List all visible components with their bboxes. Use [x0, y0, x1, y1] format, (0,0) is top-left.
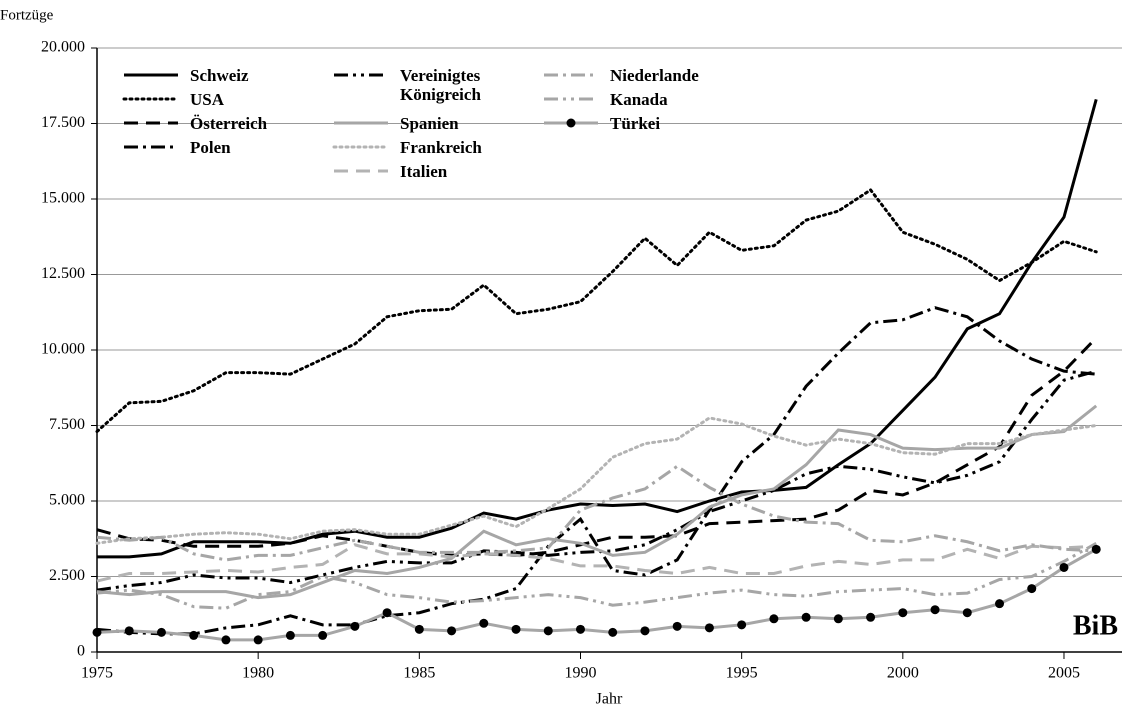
legend-swatch — [334, 169, 388, 173]
legend-item: Kanada — [542, 90, 762, 114]
legend-item: Spanien — [332, 114, 542, 138]
legend: Schweiz USA Österreich Polen Vereinigtes Kön… — [122, 66, 762, 186]
legend-item: Italien — [332, 162, 542, 186]
legend-label: Türkei — [610, 114, 661, 133]
point — [704, 623, 714, 633]
legend-swatch — [334, 73, 388, 77]
x-tick-label: 1980 — [242, 665, 274, 682]
point — [124, 626, 134, 636]
point — [608, 627, 618, 637]
legend-swatch — [544, 97, 598, 101]
legend-marker — [566, 118, 576, 128]
y-tick-label: 20.000 — [41, 39, 85, 56]
legend-swatch — [124, 145, 178, 149]
legend-label: Frankreich — [400, 138, 482, 157]
point — [511, 624, 521, 634]
x-tick-label: 2000 — [887, 665, 919, 682]
legend-swatch — [544, 73, 598, 77]
point — [769, 614, 779, 624]
series-line — [96, 369, 1097, 592]
legend-item: Polen — [122, 138, 332, 162]
series-line — [96, 306, 1097, 636]
legend-item: Schweiz — [122, 66, 332, 90]
legend-item: Österreich — [122, 114, 332, 138]
y-tick-label: 7.500 — [49, 416, 85, 433]
point — [1091, 544, 1101, 554]
series-line — [96, 541, 1097, 610]
point — [253, 635, 263, 645]
legend-swatch — [544, 118, 598, 128]
series-line — [96, 404, 1098, 600]
x-tick-label: 1985 — [403, 665, 435, 682]
y-axis-label: Fortzüge — [0, 7, 54, 23]
point — [92, 627, 102, 637]
point — [575, 624, 585, 634]
y-tick-label: 17.500 — [41, 114, 85, 131]
series-line — [95, 187, 1098, 434]
point — [350, 621, 360, 631]
x-axis-label: Jahr — [596, 691, 623, 708]
point — [930, 605, 940, 615]
y-tick-label: 0 — [77, 643, 85, 660]
point — [318, 630, 328, 640]
point — [898, 608, 908, 618]
point — [833, 614, 843, 624]
point — [801, 612, 811, 622]
y-tick-label: 10.000 — [41, 341, 85, 358]
legend-label: Polen — [190, 138, 231, 157]
point — [640, 626, 650, 636]
point — [156, 627, 166, 637]
legend-label: Vereinigtes Königreich — [400, 66, 481, 104]
legend-item: Niederlande — [542, 66, 762, 90]
point — [447, 626, 457, 636]
point — [1059, 562, 1069, 572]
legend-swatch — [122, 97, 180, 101]
logo: BiB — [1073, 610, 1118, 641]
x-tick-label: 2005 — [1048, 665, 1080, 682]
point — [382, 608, 392, 618]
legend-item: USA — [122, 90, 332, 114]
series-line — [96, 548, 1097, 642]
legend-label: USA — [190, 90, 225, 109]
point — [1027, 584, 1037, 594]
legend-swatch — [124, 121, 178, 125]
legend-item: Türkei — [542, 114, 762, 138]
point — [285, 630, 295, 640]
y-tick-label: 5.000 — [49, 492, 85, 509]
legend-swatch — [334, 121, 388, 125]
legend-label: Kanada — [610, 90, 668, 109]
legend-label: Österreich — [190, 114, 268, 133]
point — [543, 626, 553, 636]
point — [479, 618, 489, 628]
legend-label: Italien — [400, 162, 448, 181]
series-line — [96, 336, 1098, 557]
point — [189, 630, 199, 640]
y-tick-label: 2.500 — [49, 567, 85, 584]
legend-swatch — [332, 145, 390, 149]
x-tick-label: 1975 — [81, 665, 113, 682]
point — [995, 599, 1005, 609]
legend-label: Schweiz — [190, 66, 249, 85]
point — [414, 624, 424, 634]
legend-item: Vereinigtes Königreich — [332, 66, 542, 114]
legend-label: Spanien — [400, 114, 459, 133]
x-tick-label: 1995 — [726, 665, 758, 682]
point — [962, 608, 972, 618]
point — [866, 612, 876, 622]
series-line — [96, 543, 1097, 583]
point — [672, 621, 682, 631]
series-line — [95, 416, 1098, 545]
legend-label: Niederlande — [610, 66, 699, 85]
point — [221, 635, 231, 645]
x-tick-label: 1990 — [564, 665, 596, 682]
y-tick-label: 15.000 — [41, 190, 85, 207]
series-line — [96, 464, 1097, 562]
point — [737, 620, 747, 630]
y-tick-label: 12.500 — [41, 265, 85, 282]
legend-item: Frankreich — [332, 138, 542, 162]
legend-swatch — [124, 73, 178, 77]
